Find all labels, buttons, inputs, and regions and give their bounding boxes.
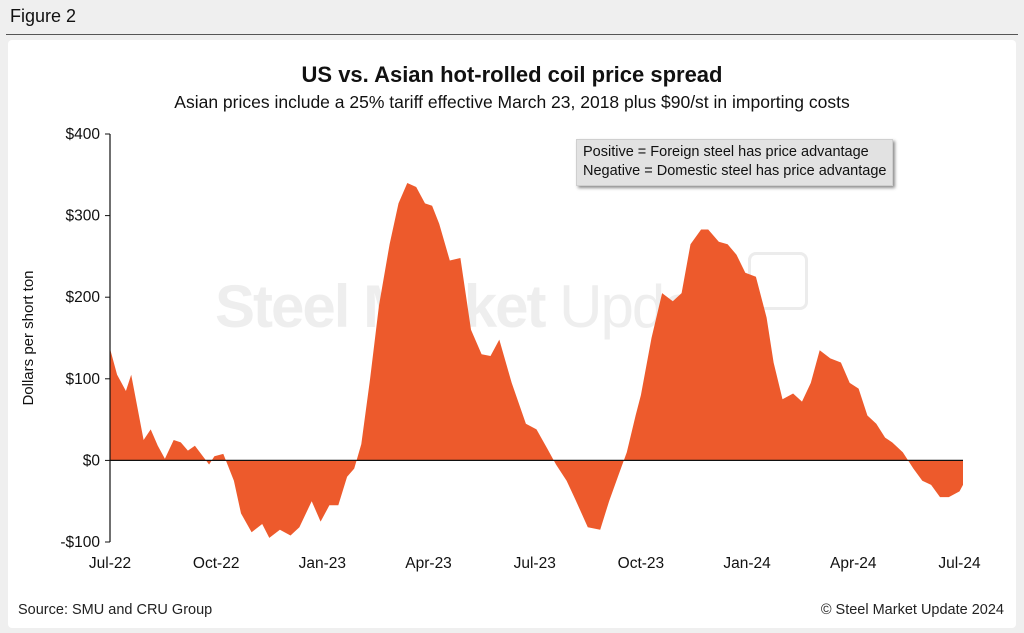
- copyright-note: © Steel Market Update 2024: [820, 602, 1004, 618]
- x-tick-label: Apr-24: [830, 555, 877, 572]
- legend: Positive = Foreign steel has price advan…: [576, 139, 894, 186]
- x-tick-label: Jan-24: [723, 555, 771, 572]
- y-axis: $400 $300 $200 $100 $0 -$100: [60, 126, 110, 551]
- y-tick-label: -$100: [60, 534, 100, 551]
- x-tick-label: Jan-23: [299, 555, 346, 572]
- chart-title: US vs. Asian hot-rolled coil price sprea…: [301, 62, 723, 87]
- x-tick-label: Apr-23: [405, 555, 452, 572]
- chart-card: [8, 40, 1016, 628]
- legend-item-negative: Negative = Domestic steel has price adva…: [583, 163, 887, 179]
- y-tick-label: $200: [66, 289, 101, 306]
- x-tick-label: Jul-23: [514, 555, 556, 572]
- x-axis: Jul-22 Oct-22 Jan-23 Apr-23 Jul-23 Oct-23 Jan-…: [89, 555, 981, 572]
- divider: [6, 34, 1018, 35]
- y-tick-label: $400: [66, 126, 101, 143]
- chart-subtitle: Asian prices include a 25% tariff effect…: [174, 92, 850, 112]
- x-tick-label: Jul-22: [89, 555, 131, 572]
- legend-item-positive: Positive = Foreign steel has price advan…: [583, 144, 869, 160]
- y-axis-label: Dollars per short ton: [20, 270, 37, 405]
- x-tick-label: Oct-22: [193, 555, 240, 572]
- y-tick-label: $100: [66, 371, 101, 388]
- y-tick-label: $300: [66, 208, 101, 225]
- x-tick-label: Oct-23: [618, 555, 665, 572]
- figure-label: Figure 2: [10, 6, 77, 26]
- y-tick-label: $0: [83, 452, 101, 469]
- spread-area: [110, 183, 963, 538]
- x-tick-label: Jul-24: [938, 555, 981, 572]
- source-note: Source: SMU and CRU Group: [18, 602, 213, 618]
